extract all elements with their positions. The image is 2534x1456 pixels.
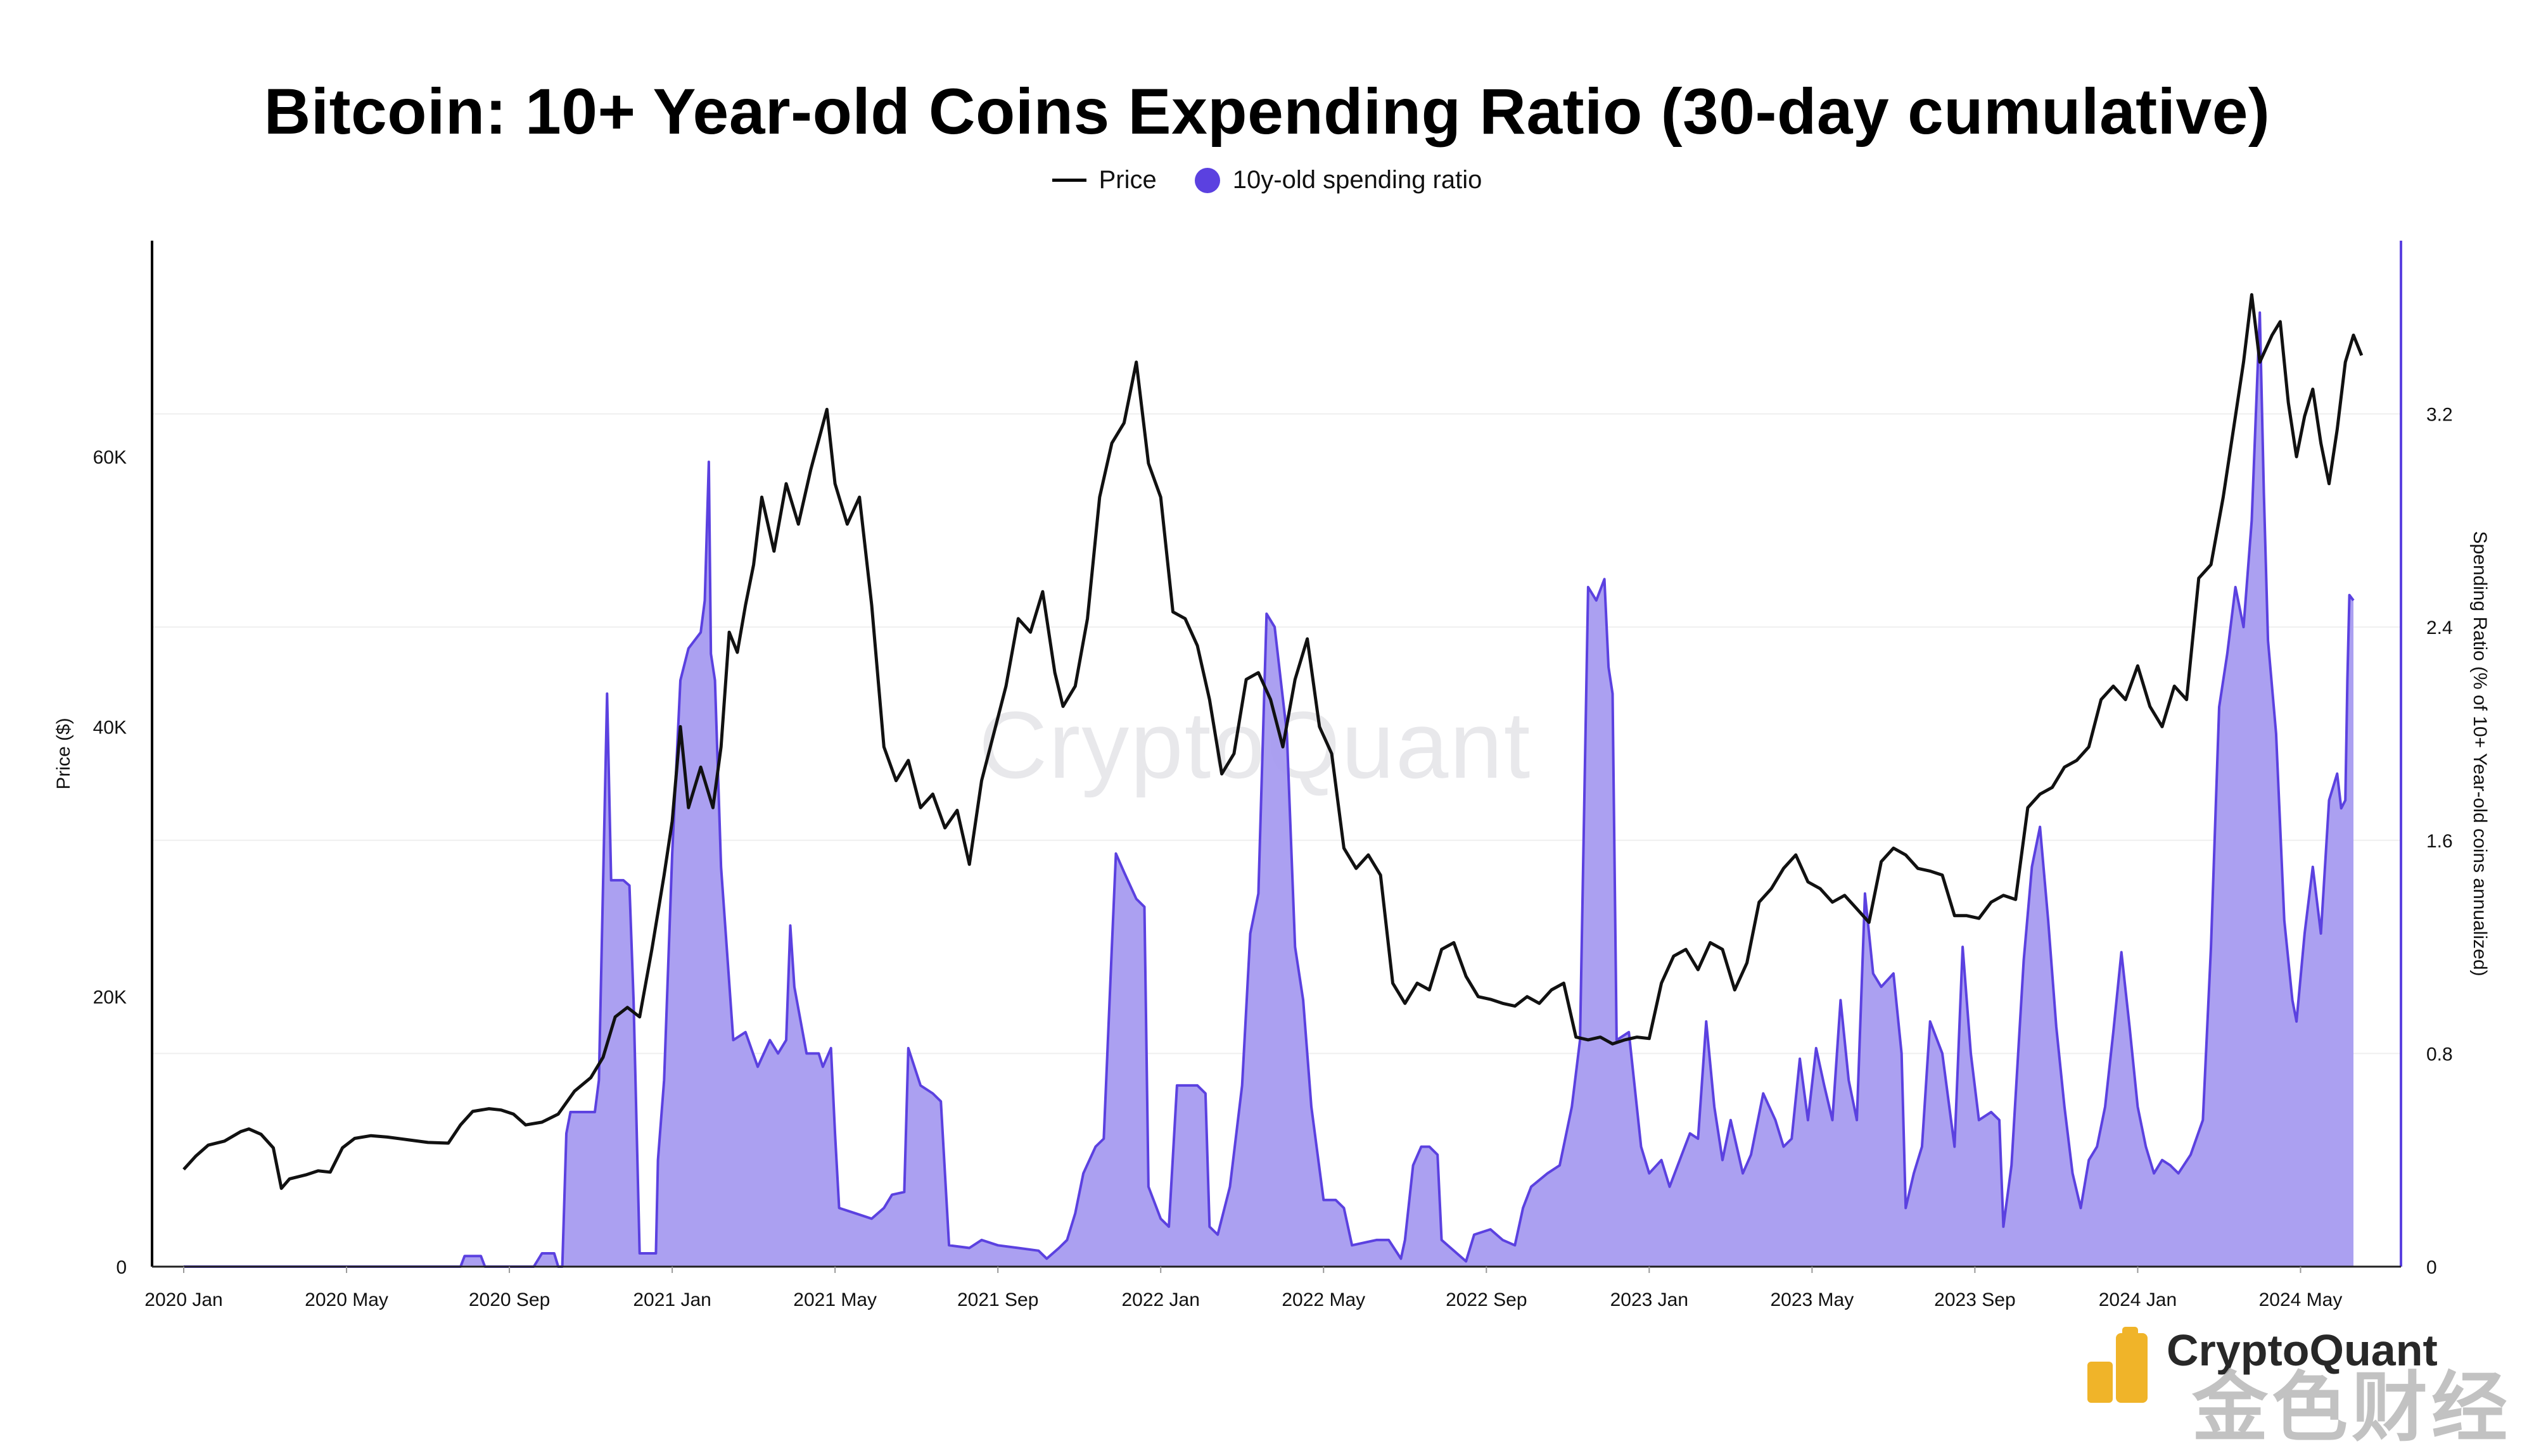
ratio-area-layer [184,311,2355,1268]
right-tick-label: 1.6 [2426,831,2453,852]
right-tick-label: 0 [2426,1257,2437,1278]
jinse-logo-icon [2087,1327,2148,1403]
x-tick-label: 2024 May [2259,1289,2343,1310]
x-tick-label: 2023 Jan [1610,1289,1688,1310]
left-tick-label: 0 [116,1257,127,1278]
chart-title: Bitcoin: 10+ Year-old Coins Expending Ra… [264,75,2270,148]
x-tick-label: 2020 Jan [144,1289,222,1310]
left-tick-label: 20K [93,987,127,1008]
legend-label-ratio: 10y-old spending ratio [1232,166,1482,194]
x-tick-label: 2021 Jan [633,1289,711,1310]
cryptoquant-brand-watermark: CryptoQuant [2167,1326,2438,1375]
x-tick-label: 2020 Sep [469,1289,550,1310]
chart-canvas: 0 20K 40K 60K 0 0.8 1.6 2.4 3.2 2020 Jan 2020 May 2… [53,241,2490,1310]
ratio-line [184,311,2355,1268]
right-tick-label: 0.8 [2426,1044,2453,1065]
legend: Price 10y-old spending ratio [0,166,2534,194]
x-tick-label: 2021 Sep [957,1289,1038,1310]
x-tick-label: 2023 May [1770,1289,1854,1310]
axis-layer [151,241,2402,1268]
left-tick-label: 60K [93,447,127,468]
price-line-layer [182,293,2364,1190]
price-line [182,293,2364,1190]
x-tick-label: 2020 May [305,1289,388,1310]
tick-label-layer: 0 20K 40K 60K 0 0.8 1.6 2.4 3.2 2020 Jan 2020 May 2… [93,405,2453,1310]
right-tick-label: 3.2 [2426,405,2453,426]
left-axis-title: Price ($) [53,718,74,789]
legend-dot-marker [1194,167,1220,193]
right-tick-label: 2.4 [2426,617,2453,638]
right-axis-title: Spending Ratio (% of 10+ Year-old coins … [2469,531,2490,977]
x-tick-label: 2022 May [1282,1289,1365,1310]
left-tick-label: 40K [93,717,127,738]
x-tick-label: 2022 Jan [1121,1289,1199,1310]
legend-line-marker [1052,179,1086,182]
legend-label-price: Price [1098,166,1157,194]
ratio-area [184,312,2354,1267]
center-watermark: CryptoQuant [979,692,1532,798]
x-tick-label: 2024 Jan [2099,1289,2177,1310]
x-tick-label: 2022 Sep [1446,1289,1527,1310]
x-tick-label: 2021 May [793,1289,877,1310]
jinse-cn-watermark: 金色财经 [2192,1365,2511,1450]
x-tick-label: 2023 Sep [1934,1289,2015,1310]
legend-item-price[interactable]: Price [1052,166,1157,194]
legend-item-ratio[interactable]: 10y-old spending ratio [1194,166,1482,194]
